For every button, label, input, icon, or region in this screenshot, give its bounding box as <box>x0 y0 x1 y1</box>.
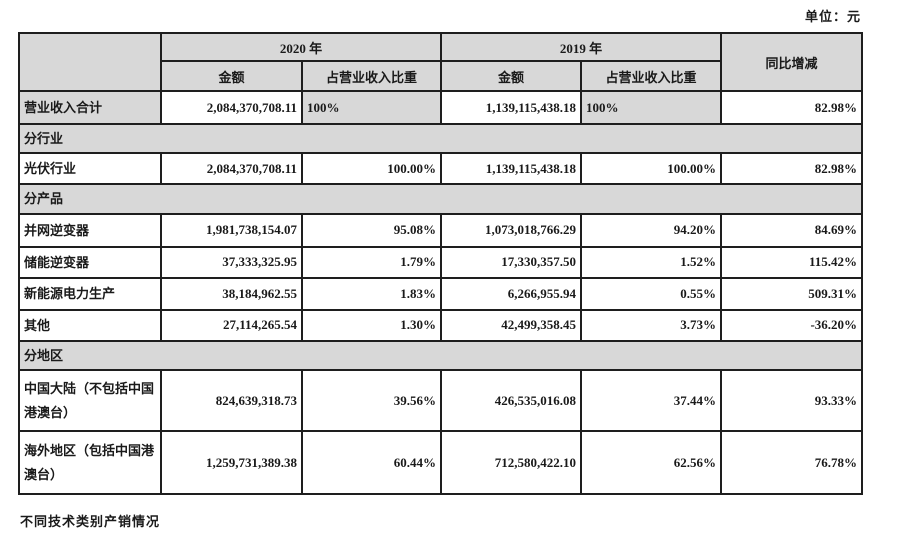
amount-2019-cell: 1,139,115,438.18 <box>440 152 583 186</box>
amount-2019-header: 金额 <box>440 60 583 92</box>
ratio-2019-cell: 0.55% <box>580 276 723 311</box>
row-label: 储能逆变器 <box>18 245 162 279</box>
amount-2020-cell: 824,639,318.73 <box>160 369 303 433</box>
amount-2019-cell: 712,580,422.10 <box>440 430 583 496</box>
ratio-2020-cell: 95.08% <box>300 212 443 248</box>
amount-2020-cell: 2,084,370,708.11 <box>160 90 303 125</box>
row-label: 其他 <box>18 308 162 342</box>
yoy-cell: 509.31% <box>720 276 864 311</box>
yoy-cell: 115.42% <box>720 245 864 279</box>
amount-2019-cell: 17,330,357.50 <box>440 245 583 279</box>
row-label: 海外地区（包括中国港澳台） <box>18 430 162 496</box>
amount-2019-cell: 426,535,016.08 <box>440 369 583 433</box>
unit-label: 单位：元 <box>804 9 861 24</box>
section-row-product: 分产品 <box>17 183 864 215</box>
ratio-2020-cell: 100% <box>300 90 443 125</box>
amount-2020-cell: 37,333,325.95 <box>160 245 303 279</box>
ratio-2020-cell: 1.83% <box>300 276 443 311</box>
yoy-cell: 82.98% <box>720 152 864 186</box>
amount-2020-cell: 2,084,370,708.11 <box>160 152 303 186</box>
table-row: 光伏行业 2,084,370,708.11 100.00% 1,139,115,… <box>18 152 864 186</box>
ratio-2020-cell: 1.79% <box>300 245 443 279</box>
section-label: 分行业 <box>17 122 864 155</box>
corner-cell <box>18 32 162 92</box>
header-row-years: 2020 年 2019 年 同比增减 <box>18 32 864 92</box>
ratio-2019-cell: 3.73% <box>580 308 723 342</box>
row-label: 营业收入合计 <box>18 90 162 125</box>
table-row: 新能源电力生产 38,184,962.55 1.83% 6,266,955.94… <box>18 276 864 311</box>
yoy-cell: 76.78% <box>720 430 864 496</box>
revenue-breakdown-table: 2020 年 2019 年 同比增减 金额 占营业收入比重 金额 占营业收入比重… <box>17 32 864 496</box>
section-row-industry: 分行业 <box>17 122 864 155</box>
table-row: 海外地区（包括中国港澳台） 1,259,731,389.38 60.44% 71… <box>18 430 864 496</box>
ratio-2019-cell: 37.44% <box>580 369 723 433</box>
yoy-cell: -36.20% <box>720 308 864 342</box>
table-row: 其他 27,114,265.54 1.30% 42,499,358.45 3.7… <box>18 308 864 342</box>
footer-note: 不同技术类别产销情况 <box>20 514 161 529</box>
amount-2020-cell: 1,259,731,389.38 <box>160 430 303 496</box>
ratio-2020-cell: 60.44% <box>300 430 443 496</box>
row-label: 中国大陆（不包括中国港澳台） <box>18 369 162 433</box>
section-row-region: 分地区 <box>17 339 864 372</box>
ratio-2019-cell: 94.20% <box>580 212 723 248</box>
ratio-2019-cell: 62.56% <box>580 430 723 496</box>
ratio-2019-header: 占营业收入比重 <box>580 60 723 92</box>
amount-2019-cell: 6,266,955.94 <box>440 276 583 311</box>
ratio-2020-cell: 100.00% <box>300 152 443 186</box>
amount-2020-header: 金额 <box>160 60 303 92</box>
year-2019-header: 2019 年 <box>440 32 723 62</box>
amount-2020-cell: 38,184,962.55 <box>160 276 303 311</box>
yoy-header: 同比增减 <box>720 32 864 92</box>
amount-2019-cell: 42,499,358.45 <box>440 308 583 342</box>
yoy-cell: 82.98% <box>720 90 864 125</box>
ratio-2020-header: 占营业收入比重 <box>300 60 443 92</box>
ratio-2019-cell: 100.00% <box>580 152 723 186</box>
section-label: 分地区 <box>17 339 864 372</box>
yoy-cell: 93.33% <box>720 369 864 433</box>
table-row: 并网逆变器 1,981,738,154.07 95.08% 1,073,018,… <box>18 212 864 248</box>
table-row-total: 营业收入合计 2,084,370,708.11 100% 1,139,115,4… <box>18 90 864 125</box>
section-label: 分产品 <box>17 183 864 215</box>
table-row: 中国大陆（不包括中国港澳台） 824,639,318.73 39.56% 426… <box>18 369 864 433</box>
ratio-2019-cell: 100% <box>580 90 723 125</box>
header-row-subcolumns: 金额 占营业收入比重 金额 占营业收入比重 <box>19 60 862 92</box>
ratio-2020-cell: 1.30% <box>300 308 443 342</box>
row-label: 新能源电力生产 <box>18 276 162 311</box>
row-label: 并网逆变器 <box>18 212 162 248</box>
amount-2020-cell: 1,981,738,154.07 <box>160 212 303 248</box>
yoy-cell: 84.69% <box>720 212 864 248</box>
amount-2020-cell: 27,114,265.54 <box>160 308 303 342</box>
year-2020-header: 2020 年 <box>159 32 443 62</box>
amount-2019-cell: 1,139,115,438.18 <box>440 90 583 125</box>
ratio-2019-cell: 1.52% <box>580 245 723 279</box>
table-row: 储能逆变器 37,333,325.95 1.79% 17,330,357.50 … <box>18 245 864 279</box>
amount-2019-cell: 1,073,018,766.29 <box>440 212 583 248</box>
ratio-2020-cell: 39.56% <box>300 369 443 433</box>
row-label: 光伏行业 <box>18 152 162 186</box>
